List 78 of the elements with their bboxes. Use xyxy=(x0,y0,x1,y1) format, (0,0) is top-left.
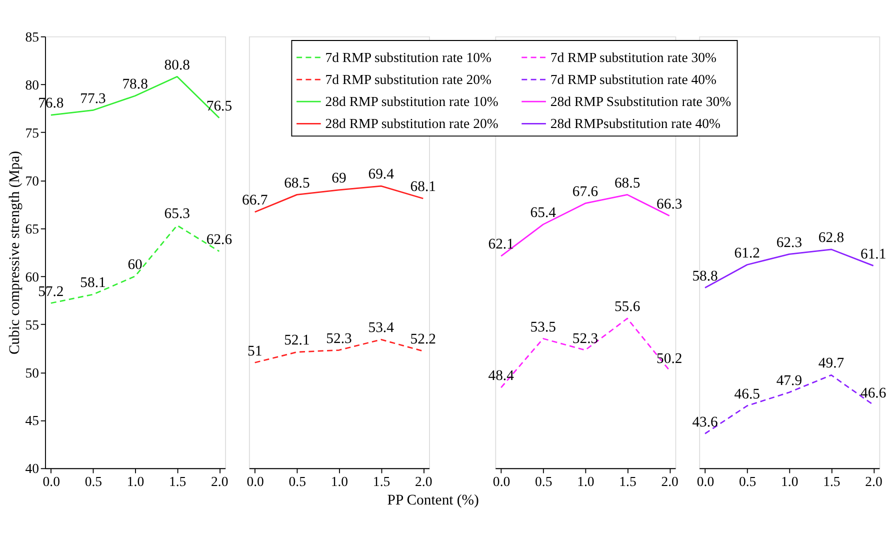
x-tick-label: 0.5 xyxy=(535,474,552,490)
y-tick-label: 50 xyxy=(25,365,40,380)
y-tick-label: 80 xyxy=(25,77,40,92)
data-label: 55.6 xyxy=(614,299,640,316)
data-label: 61.2 xyxy=(734,245,760,262)
data-label: 62.3 xyxy=(776,234,802,251)
data-label: 65.3 xyxy=(164,206,190,222)
x-tick-label: 2.0 xyxy=(415,474,432,490)
y-tick-label: 70 xyxy=(25,173,40,188)
data-label: 47.9 xyxy=(776,373,802,390)
data-label: 80.8 xyxy=(164,57,190,74)
x-tick-label: 0.0 xyxy=(42,474,60,490)
y-tick-label: 60 xyxy=(25,269,40,284)
data-label: 52.1 xyxy=(284,332,310,349)
data-label: 78.8 xyxy=(122,76,148,92)
y-tick-label: 65 xyxy=(25,221,40,236)
x-tick-label: 1.0 xyxy=(577,474,594,490)
x-tick-label: 0.0 xyxy=(246,474,264,490)
data-label: 46.5 xyxy=(734,386,760,402)
data-label: 43.6 xyxy=(692,414,718,430)
data-label: 52.2 xyxy=(410,332,436,348)
legend-label: 7d RMP substitution rate 30% xyxy=(550,50,717,66)
x-tick-label: 1.5 xyxy=(168,474,186,490)
y-tick-label: 85 xyxy=(25,29,40,44)
data-label: 48.4 xyxy=(488,368,515,384)
legend-label: 7d RMP substitution rate 20% xyxy=(325,72,492,88)
x-axis-title: PP Content (%) xyxy=(387,492,480,508)
legend-label: 7d RMP substitution rate 40% xyxy=(550,72,717,88)
data-label: 52.3 xyxy=(572,330,598,347)
data-label: 69.4 xyxy=(368,166,395,183)
x-tick-label: 0.5 xyxy=(84,474,102,490)
data-label: 58.8 xyxy=(692,268,718,284)
x-tick-label: 0.5 xyxy=(288,474,306,490)
data-label: 68.5 xyxy=(284,175,310,192)
data-label: 58.1 xyxy=(80,275,106,292)
data-label: 66.3 xyxy=(656,196,682,212)
x-tick-label: 1.5 xyxy=(372,474,390,490)
data-label: 68.5 xyxy=(614,175,640,192)
data-label: 67.6 xyxy=(572,184,598,200)
data-label: 62.6 xyxy=(206,232,232,248)
x-tick-label: 1.0 xyxy=(330,474,348,490)
data-label: 62.1 xyxy=(488,236,514,253)
legend-label: 28d RMP Ssubstitution rate 30% xyxy=(550,94,732,110)
x-tick-label: 2.0 xyxy=(865,474,883,490)
data-label: 52.3 xyxy=(326,330,352,347)
x-tick-label: 1.5 xyxy=(823,474,840,490)
legend-label: 28d RMPsubstitution rate 40% xyxy=(550,116,720,132)
data-label: 68.1 xyxy=(410,179,436,196)
data-label: 60 xyxy=(128,256,142,273)
y-axis-title: Cubic compressive strength (Mpa) xyxy=(6,150,23,354)
data-label: 77.3 xyxy=(80,90,106,107)
x-tick-label: 0.0 xyxy=(492,474,510,490)
legend-label: 7d RMP substitution rate 10% xyxy=(325,50,492,66)
legend-label: 28d RMP substitution rate 10% xyxy=(325,94,498,110)
y-tick-label: 40 xyxy=(25,461,40,476)
x-tick-label: 1.0 xyxy=(781,474,798,490)
y-tick-label: 75 xyxy=(25,125,40,140)
x-tick-label: 1.0 xyxy=(126,474,144,490)
x-tick-label: 2.0 xyxy=(211,474,228,490)
x-tick-label: 0.0 xyxy=(696,474,714,490)
legend-label: 28d RMP substitution rate 20% xyxy=(325,116,498,132)
y-tick-label: 45 xyxy=(25,413,40,428)
data-label: 76.5 xyxy=(206,98,232,115)
data-label: 61.1 xyxy=(860,246,886,262)
x-tick-label: 1.5 xyxy=(619,474,636,490)
data-label: 46.6 xyxy=(860,385,886,402)
data-label: 53.5 xyxy=(530,319,556,336)
data-label: 49.7 xyxy=(818,356,844,372)
data-label: 50.2 xyxy=(656,350,682,367)
data-label: 69 xyxy=(332,170,346,187)
y-tick-label: 55 xyxy=(25,317,40,332)
data-label: 65.4 xyxy=(530,205,557,222)
x-tick-label: 0.5 xyxy=(738,474,756,490)
data-label: 62.8 xyxy=(818,230,844,246)
data-label: 66.7 xyxy=(242,192,268,209)
x-tick-label: 2.0 xyxy=(661,474,679,490)
data-label: 51 xyxy=(248,343,262,360)
data-label: 53.4 xyxy=(368,320,395,336)
